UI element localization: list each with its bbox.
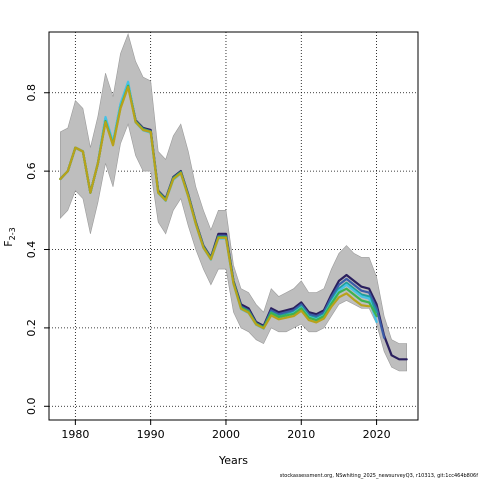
plot-frame (48, 31, 419, 421)
y-axis-title-subscript: 2-3 (8, 227, 17, 240)
series-line-6 (59, 85, 371, 330)
x-tick-label-1990: 1990 (137, 428, 165, 441)
y-tick-label-0.4: 0.4 (25, 241, 38, 258)
y-tick-label-0.8: 0.8 (25, 84, 38, 102)
x-tick-label-2000: 2000 (212, 428, 240, 441)
series-lines (59, 80, 408, 361)
x-tick-label-2020: 2020 (363, 428, 391, 441)
x-axis-title: Years (218, 454, 248, 467)
y-axis-title-main: F (2, 240, 15, 246)
x-axis: 1980 1990 2000 2010 2020 (61, 420, 391, 441)
y-tick-label-0.0: 0.0 (25, 398, 38, 416)
y-tick-label-0.2: 0.2 (25, 319, 38, 337)
footer-source: stockassessment.org, NSwhiting_2025_news… (280, 473, 479, 479)
x-tick-label-2010: 2010 (287, 428, 315, 441)
y-axis: 0.0 0.2 0.4 0.6 0.8 (25, 84, 49, 415)
y-axis-title: F2-3 (2, 227, 17, 246)
y-tick-label-0.6: 0.6 (25, 162, 38, 180)
confidence-band (60, 33, 407, 372)
x-tick-label-1980: 1980 (61, 428, 89, 441)
